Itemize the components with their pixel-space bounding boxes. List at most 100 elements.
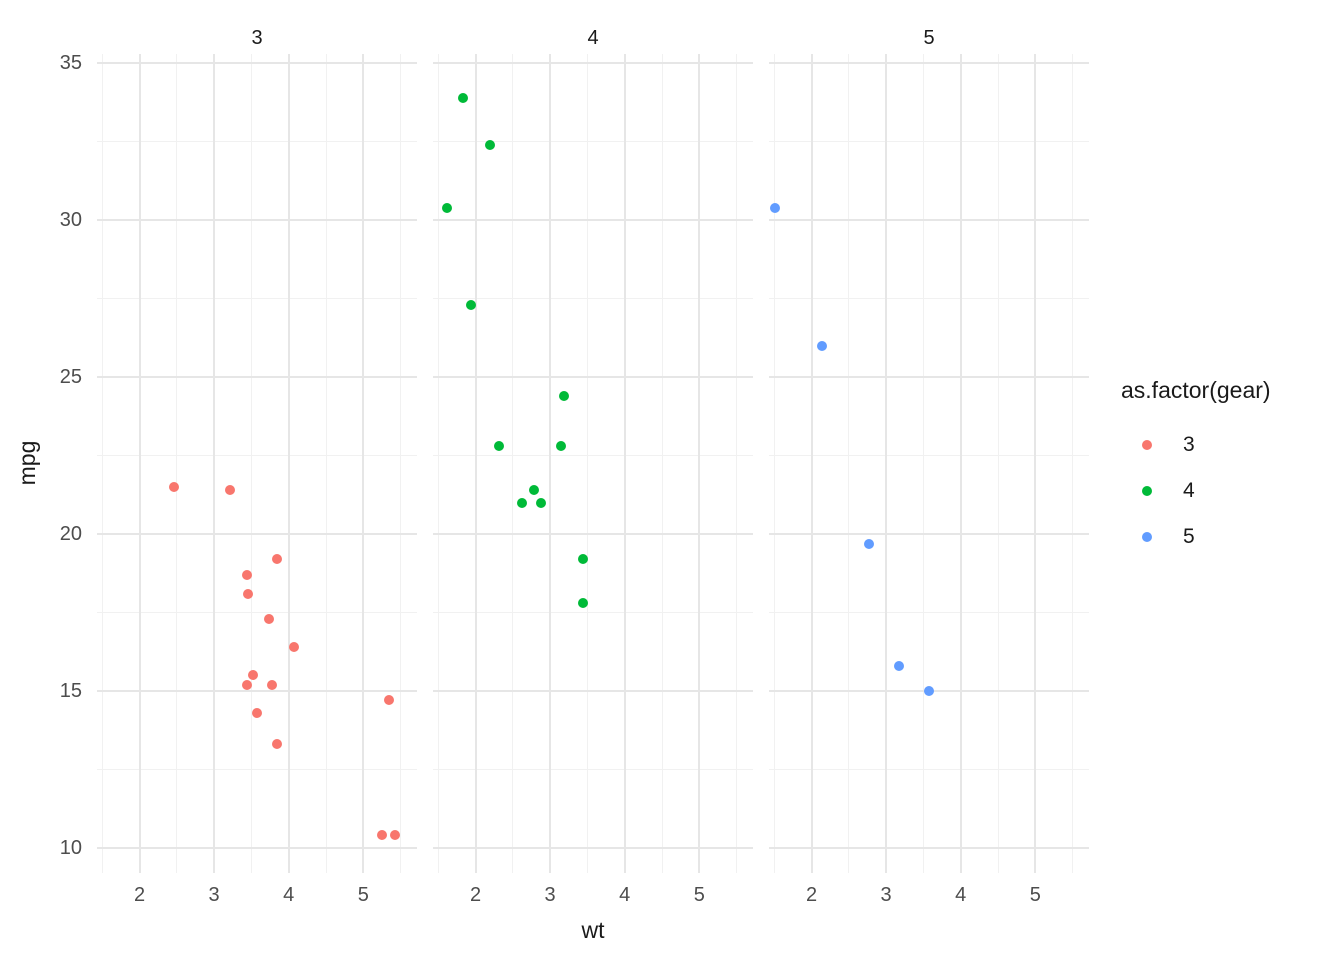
data-point — [241, 569, 252, 580]
x-axis-tick-label: 5 — [1029, 884, 1041, 906]
gridline-major-horizontal — [97, 690, 417, 692]
data-point — [225, 485, 236, 496]
gridline-minor-vertical — [437, 54, 439, 873]
legend: 3 4 5 — [1133, 422, 1195, 560]
legend-point-icon — [1142, 532, 1152, 542]
facet-panel — [433, 54, 753, 873]
gridline-minor-vertical — [512, 54, 514, 873]
y-axis-tick-label: 35 — [59, 52, 82, 75]
gridline-minor-horizontal — [433, 612, 753, 614]
x-axis-title: wt — [581, 917, 605, 943]
x-axis-tick-label: 5 — [693, 884, 705, 906]
legend-key — [1133, 477, 1161, 505]
gridline-major-vertical — [138, 54, 141, 873]
data-point — [263, 613, 274, 624]
gridline-minor-horizontal — [769, 455, 1089, 457]
gridline-major-horizontal — [97, 62, 417, 65]
gridline-minor-vertical — [736, 54, 738, 873]
data-point — [271, 739, 282, 750]
x-axis-tick-label: 2 — [469, 884, 482, 906]
gridline-major-horizontal — [97, 533, 417, 536]
gridline-major-horizontal — [769, 219, 1089, 222]
gridline-minor-horizontal — [433, 141, 753, 143]
gridline-major-horizontal — [433, 533, 753, 536]
data-point — [288, 642, 299, 653]
x-axis-tick-label: 2 — [805, 884, 818, 906]
gridline-minor-horizontal — [769, 768, 1089, 770]
data-point — [243, 588, 254, 599]
gridline-major-vertical — [287, 54, 290, 873]
gridline-minor-horizontal — [97, 141, 417, 143]
legend-item: 4 — [1133, 468, 1195, 514]
gridline-minor-horizontal — [433, 298, 753, 300]
legend-point-icon — [1142, 440, 1152, 450]
facet-panel — [97, 54, 417, 873]
x-axis-tick-label: 3 — [544, 884, 556, 906]
gridline-major-vertical — [698, 54, 701, 873]
x-axis-tick-label: 4 — [283, 884, 295, 906]
gridline-minor-vertical — [1072, 54, 1074, 873]
facet-strip-label: 3 — [251, 26, 263, 49]
data-point — [864, 538, 874, 549]
gridline-major-vertical — [959, 54, 962, 873]
legend-item: 3 — [1133, 422, 1195, 468]
gridline-minor-vertical — [773, 54, 775, 873]
gridline-minor-horizontal — [433, 455, 753, 457]
gridline-minor-vertical — [250, 54, 252, 873]
legend-title: as.factor(gear) — [1121, 377, 1271, 403]
x-axis-tick-label: 4 — [619, 884, 631, 906]
data-point — [389, 830, 400, 841]
gridline-minor-horizontal — [769, 141, 1089, 143]
gridline-major-horizontal — [769, 846, 1089, 849]
legend-key — [1133, 523, 1161, 551]
data-point — [272, 554, 283, 565]
gridline-minor-horizontal — [97, 298, 417, 300]
gridline-minor-horizontal — [769, 298, 1089, 300]
y-axis-tick-label: 20 — [59, 523, 82, 546]
gridline-major-vertical — [362, 54, 365, 873]
gridline-major-vertical — [810, 54, 813, 873]
gridline-major-vertical — [1034, 54, 1037, 873]
gridline-major-vertical — [623, 54, 626, 873]
y-axis-tick-label: 30 — [59, 209, 82, 232]
gridline-minor-vertical — [101, 54, 103, 873]
gridline-minor-vertical — [848, 54, 850, 873]
data-point — [577, 554, 588, 565]
legend-point-icon — [1142, 486, 1152, 496]
y-axis-tick-label: 10 — [59, 836, 82, 859]
gridline-minor-horizontal — [97, 612, 417, 614]
gridline-major-horizontal — [769, 376, 1089, 379]
gridline-major-vertical — [213, 54, 216, 873]
data-point — [528, 485, 539, 496]
data-point — [251, 708, 262, 718]
legend-item-label: 4 — [1183, 479, 1195, 502]
data-point — [516, 497, 527, 508]
gridline-major-horizontal — [433, 690, 753, 692]
gridline-major-vertical — [885, 54, 888, 873]
data-point — [485, 140, 496, 150]
data-point — [494, 441, 505, 452]
facet-strip-label: 4 — [587, 26, 599, 49]
gridline-minor-vertical — [325, 54, 327, 873]
legend-item-label: 3 — [1183, 433, 1195, 456]
gridline-major-vertical — [474, 54, 477, 873]
data-point — [465, 300, 476, 310]
data-point — [441, 202, 452, 213]
data-point — [923, 686, 934, 696]
gridline-major-horizontal — [769, 62, 1089, 65]
data-point — [893, 660, 904, 671]
x-axis-tick-label: 4 — [955, 884, 967, 906]
gridline-major-horizontal — [97, 846, 417, 849]
data-point — [241, 679, 252, 690]
data-point — [770, 202, 781, 213]
gridline-major-horizontal — [97, 219, 417, 222]
data-point — [384, 695, 394, 706]
facet-strip-label: 5 — [923, 26, 935, 49]
gridline-minor-vertical — [922, 54, 924, 873]
data-point — [376, 830, 387, 841]
gridline-major-horizontal — [433, 219, 753, 222]
gridline-minor-vertical — [997, 54, 999, 873]
gridline-major-horizontal — [97, 376, 417, 379]
gridline-minor-horizontal — [97, 455, 417, 457]
